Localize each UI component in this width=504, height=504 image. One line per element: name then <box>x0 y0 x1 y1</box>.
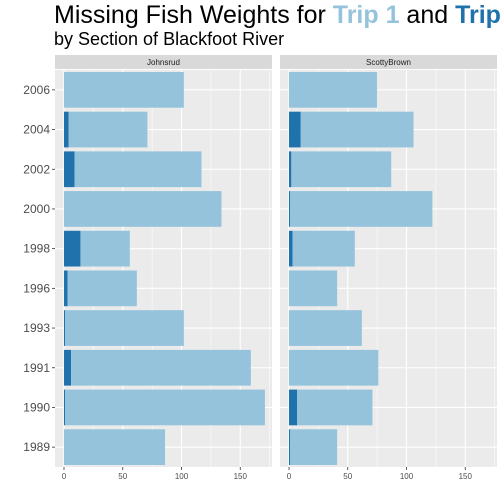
bar-trip2 <box>289 151 292 188</box>
bar-trip2 <box>64 270 68 307</box>
x-tick-label: 50 <box>343 472 352 481</box>
bar-trip1 <box>289 71 378 108</box>
y-tick-label: 1993 <box>23 321 50 335</box>
bar-trip2 <box>64 389 66 426</box>
y-tick-label: 1991 <box>23 361 50 375</box>
x-tick-label: 150 <box>459 472 473 481</box>
bar-trip2 <box>289 429 291 466</box>
bar-trip2 <box>289 230 293 267</box>
bar-trip1 <box>64 71 184 108</box>
bar-trip2 <box>289 111 301 148</box>
facet-label: Johnsrud <box>147 58 180 67</box>
x-tick-label: 150 <box>234 472 248 481</box>
bar-trip1 <box>290 191 433 227</box>
facet-strip <box>55 55 272 69</box>
bar-trip1 <box>65 389 265 426</box>
y-tick-label: 2000 <box>23 202 50 216</box>
title-and: and <box>399 1 456 29</box>
bar-trip2 <box>289 191 291 227</box>
chart-title: Missing Fish Weights for Trip 1 and Trip… <box>54 0 504 30</box>
bar-trip1 <box>64 191 222 227</box>
y-tick-label: 2002 <box>23 162 50 176</box>
x-tick-label: 100 <box>400 472 414 481</box>
bar-trip1 <box>68 111 148 148</box>
bar-trip1 <box>67 270 137 307</box>
bar-trip1 <box>289 270 338 307</box>
bar-trip1 <box>290 429 338 466</box>
bar-trip2 <box>289 389 298 426</box>
x-tick-label: 100 <box>175 472 189 481</box>
bar-trip2 <box>64 151 75 188</box>
x-tick-label: 0 <box>287 472 292 481</box>
x-tick-label: 50 <box>118 472 127 481</box>
bar-trip1 <box>64 429 166 466</box>
bar-trip1 <box>289 310 362 346</box>
title-trip2: Trip 2 <box>455 1 504 29</box>
y-tick-label: 1996 <box>23 281 50 295</box>
y-tick-label: 1990 <box>23 400 50 414</box>
y-tick-label: 1989 <box>23 440 50 454</box>
y-tick-label: 2006 <box>23 83 50 97</box>
bar-trip2 <box>64 310 66 346</box>
bar-trip2 <box>64 349 72 386</box>
bar-trip1 <box>292 230 355 267</box>
facet-label: ScottyBrown <box>366 58 411 67</box>
bar-trip2 <box>64 111 69 148</box>
facet-strip <box>280 55 497 69</box>
chart-subtitle: by Section of Blackfoot River <box>54 29 285 49</box>
bar-trip1 <box>297 389 373 426</box>
y-tick-label: 2004 <box>23 123 50 137</box>
bar-trip1 <box>71 349 251 386</box>
bar-trip1 <box>65 310 184 346</box>
y-tick-label: 1998 <box>23 242 50 256</box>
bar-trip1 <box>300 111 414 148</box>
bar-trip1 <box>291 151 392 188</box>
bar-trip1 <box>74 151 202 188</box>
title-prefix: Missing Fish Weights for <box>54 1 333 29</box>
x-tick-label: 0 <box>62 472 67 481</box>
bar-trip1 <box>289 349 379 386</box>
title-trip1: Trip 1 <box>332 1 400 29</box>
bar-trip2 <box>64 230 81 267</box>
bar-trip1 <box>80 230 130 267</box>
